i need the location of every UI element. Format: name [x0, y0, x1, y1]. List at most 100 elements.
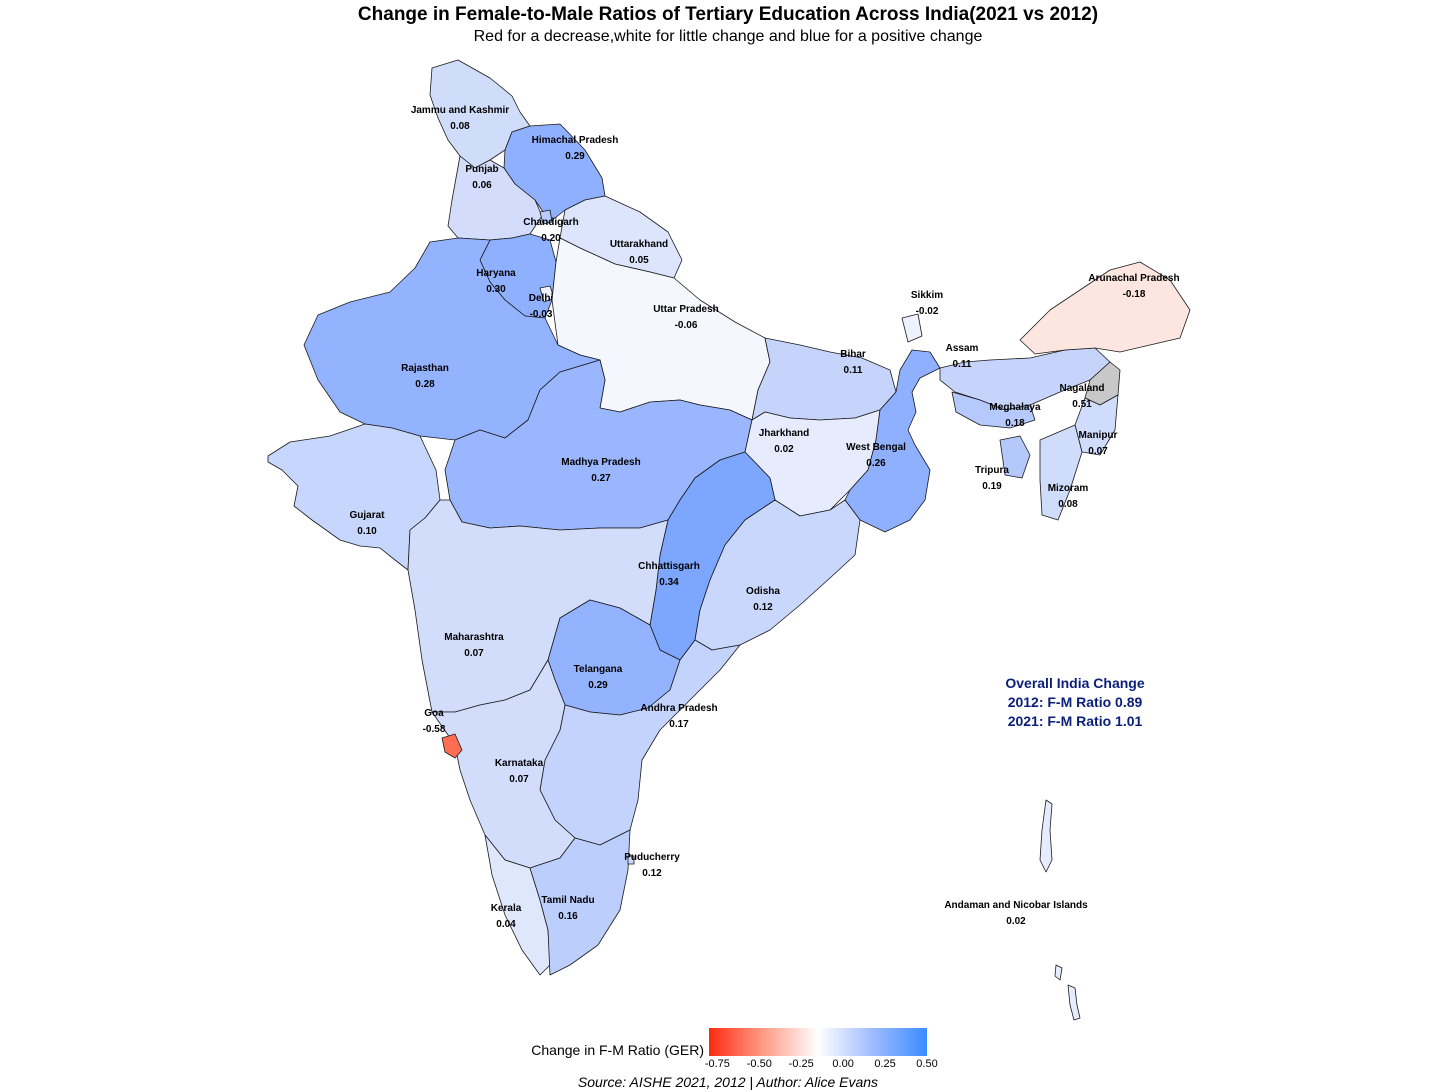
region-mizoram[interactable] [1039, 424, 1083, 521]
label-sikkim: Sikkim [911, 290, 943, 301]
label-nagaland: Nagaland [1059, 383, 1104, 394]
label-chhattisgarh: Chhattisgarh [638, 561, 700, 572]
label-gujarat: Gujarat [349, 510, 385, 521]
value-mizoram: 0.08 [1058, 499, 1078, 510]
region-west-bengal[interactable] [844, 349, 941, 533]
label-andhra-pradesh: Andhra Pradesh [640, 703, 717, 714]
value-assam: 0.11 [953, 359, 972, 370]
label-punjab: Punjab [465, 164, 498, 175]
value-arunachal-pradesh: -0.18 [1123, 289, 1146, 300]
legend-title: Change in F-M Ratio (GER) [531, 1042, 704, 1058]
region-andaman-islet [1054, 964, 1063, 981]
label-jharkhand: Jharkhand [759, 428, 810, 439]
label-arunachal-pradesh: Arunachal Pradesh [1088, 273, 1179, 284]
label-himachal-pradesh: Himachal Pradesh [532, 135, 619, 146]
region-puducherry[interactable] [627, 855, 635, 865]
label-meghalaya: Meghalaya [989, 402, 1041, 413]
summary-2021: 2021: F-M Ratio 1.01 [1007, 713, 1143, 729]
value-karnataka: 0.07 [509, 774, 529, 785]
region-meghalaya[interactable] [951, 391, 1036, 429]
region-bihar[interactable] [751, 337, 897, 421]
region-punjab[interactable] [447, 155, 543, 241]
value-jammu-and-kashmir: 0.08 [450, 121, 470, 132]
value-maharashtra: 0.07 [464, 648, 484, 659]
legend-ticks: -0.75 -0.50 -0.25 0.00 0.25 0.50 [705, 1058, 938, 1072]
value-goa: -0.58 [423, 724, 446, 735]
label-madhya-pradesh: Madhya Pradesh [561, 457, 640, 468]
value-uttar-pradesh: -0.06 [675, 320, 698, 331]
value-uttarakhand: 0.05 [629, 255, 649, 266]
overall-india-change-box: Overall India Change 2012: F-M Ratio 0.8… [985, 674, 1165, 731]
legend-tick: -0.75 [704, 1058, 730, 1070]
region-chandigarh[interactable] [539, 209, 553, 225]
value-haryana: 0.30 [486, 284, 506, 295]
region-labels: Jammu and Kashmir 0.08 Himachal Pradesh 0.2… [349, 105, 1179, 930]
legend-tick: 0.50 [916, 1058, 938, 1070]
value-puducherry: 0.12 [642, 868, 662, 879]
region-karnataka[interactable] [431, 659, 576, 869]
label-jammu-and-kashmir: Jammu and Kashmir [411, 105, 509, 116]
map-title: Change in Female-to-Male Ratios of Terti… [357, 4, 1099, 25]
label-mizoram: Mizoram [1048, 483, 1089, 494]
value-nagaland: 0.51 [1072, 399, 1092, 410]
label-maharashtra: Maharashtra [444, 632, 504, 643]
label-uttarakhand: Uttarakhand [610, 239, 668, 250]
value-tripura: 0.19 [982, 481, 1002, 492]
label-tamil-nadu: Tamil Nadu [541, 895, 594, 906]
label-goa: Goa [424, 708, 444, 719]
region-sikkim[interactable] [901, 313, 923, 343]
value-telangana: 0.29 [588, 680, 608, 691]
value-gujarat: 0.10 [357, 526, 377, 537]
label-andaman-and-nicobar-islands: Andaman and Nicobar Islands [944, 900, 1088, 911]
summary-2012: 2012: F-M Ratio 0.89 [1007, 694, 1143, 710]
summary-heading: Overall India Change [1005, 675, 1145, 691]
legend-tick: -0.50 [746, 1058, 772, 1070]
value-meghalaya: 0.18 [1005, 418, 1025, 429]
label-manipur: Manipur [1079, 430, 1118, 441]
label-telangana: Telangana [574, 664, 623, 675]
label-uttar-pradesh: Uttar Pradesh [653, 304, 719, 315]
label-odisha: Odisha [746, 586, 780, 597]
region-tripura[interactable] [999, 435, 1031, 479]
legend-tick: 0.25 [874, 1058, 896, 1070]
map-subtitle: Red for a decrease,white for little chan… [473, 28, 983, 45]
value-chandigarh: 0.20 [541, 233, 561, 244]
value-himachal-pradesh: 0.29 [565, 151, 585, 162]
value-manipur: 0.07 [1088, 446, 1108, 457]
region-tamil-nadu[interactable] [529, 829, 631, 976]
label-karnataka: Karnataka [495, 758, 544, 769]
region-andaman-and-nicobar-islands[interactable] [1039, 799, 1053, 873]
value-chhattisgarh: 0.34 [659, 577, 679, 588]
value-andhra-pradesh: 0.17 [669, 719, 689, 730]
value-west-bengal: 0.26 [866, 458, 886, 469]
value-bihar: 0.11 [844, 365, 863, 376]
region-odisha[interactable] [694, 499, 861, 651]
label-kerala: Kerala [491, 903, 522, 914]
label-west-bengal: West Bengal [846, 442, 906, 453]
legend-colorbar [709, 1028, 927, 1056]
source-caption: Source: AISHE 2021, 2012 | Author: Alice… [577, 1074, 879, 1090]
value-tamil-nadu: 0.16 [558, 911, 578, 922]
value-odisha: 0.12 [753, 602, 773, 613]
legend-tick: 0.00 [832, 1058, 854, 1070]
label-assam: Assam [946, 343, 979, 354]
value-kerala: 0.04 [496, 919, 516, 930]
value-andaman-and-nicobar-islands: 0.02 [1006, 916, 1026, 927]
label-haryana: Haryana [476, 268, 516, 279]
region-goa[interactable] [441, 733, 463, 759]
label-delhi: Delhi [529, 293, 554, 304]
label-chandigarh: Chandigarh [523, 217, 579, 228]
value-jharkhand: 0.02 [774, 444, 794, 455]
value-punjab: 0.06 [472, 180, 492, 191]
legend-tick: -0.25 [788, 1058, 814, 1070]
label-puducherry: Puducherry [624, 852, 680, 863]
value-delhi: -0.03 [530, 309, 553, 320]
label-bihar: Bihar [840, 349, 866, 360]
label-tripura: Tripura [975, 465, 1009, 476]
value-sikkim: -0.02 [916, 306, 939, 317]
label-rajasthan: Rajasthan [401, 363, 449, 374]
value-madhya-pradesh: 0.27 [591, 473, 611, 484]
value-rajasthan: 0.28 [415, 379, 435, 390]
region-arunachal-pradesh[interactable] [1019, 261, 1191, 355]
